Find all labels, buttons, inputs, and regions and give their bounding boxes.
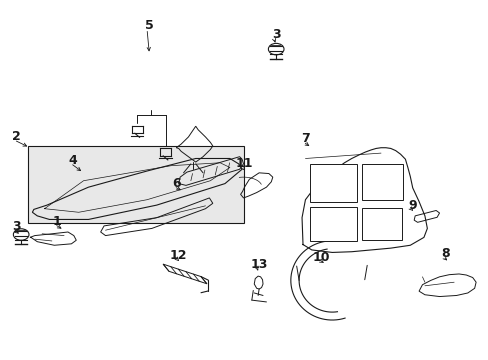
Bar xyxy=(27,146,244,223)
Text: 2: 2 xyxy=(12,130,20,144)
Text: 8: 8 xyxy=(440,247,449,260)
Text: 13: 13 xyxy=(250,258,267,271)
Text: 3: 3 xyxy=(271,28,280,41)
Text: 11: 11 xyxy=(235,157,253,170)
Text: 6: 6 xyxy=(172,177,180,190)
Text: 1: 1 xyxy=(52,215,61,228)
Bar xyxy=(361,208,401,240)
Text: 5: 5 xyxy=(145,19,154,32)
Text: 4: 4 xyxy=(68,154,77,167)
Text: 7: 7 xyxy=(301,132,309,145)
Bar xyxy=(310,207,356,241)
Bar xyxy=(361,164,402,200)
Text: 9: 9 xyxy=(407,199,416,212)
Text: 3: 3 xyxy=(12,220,20,233)
Text: 10: 10 xyxy=(312,251,329,264)
Bar xyxy=(310,164,356,202)
Text: 12: 12 xyxy=(169,249,187,262)
